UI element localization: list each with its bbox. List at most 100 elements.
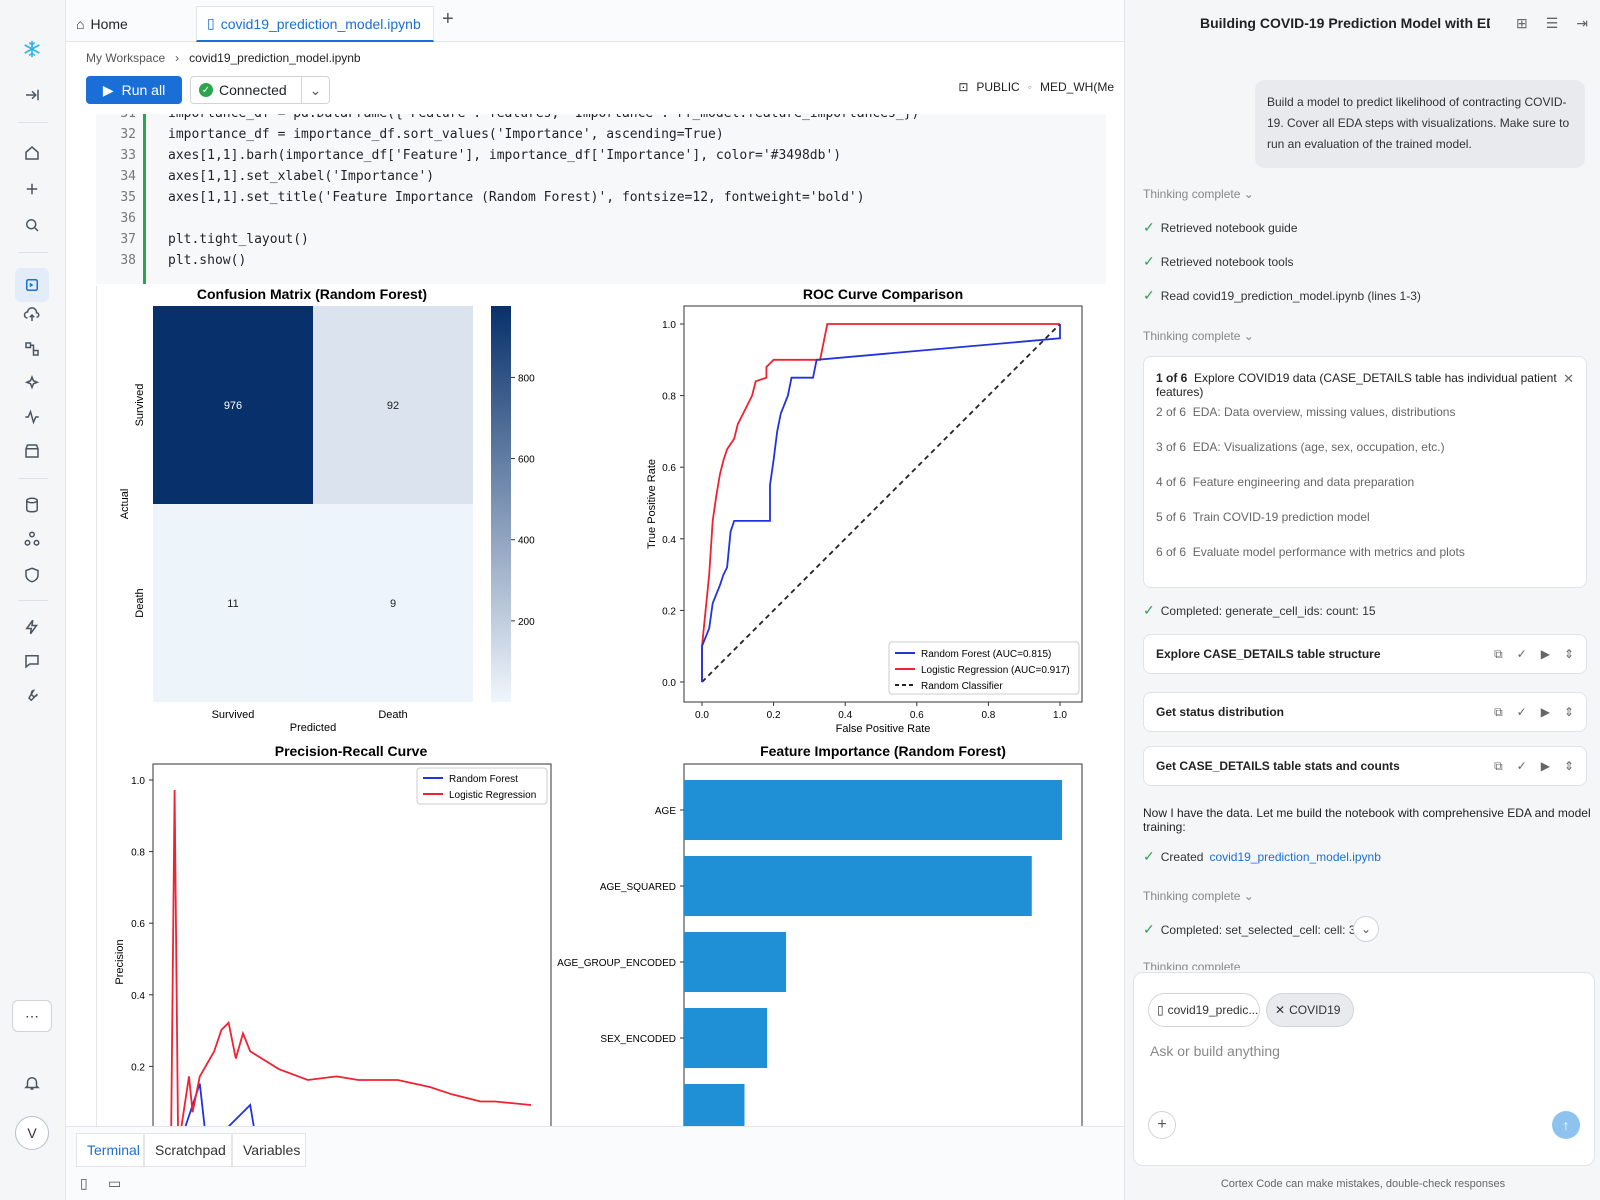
cell-action-row[interactable]: Get status distribution ⧉ ✓ ▶ ⇕ bbox=[1143, 692, 1587, 732]
context-chip-database[interactable]: ✕ COVID19 bbox=[1266, 993, 1354, 1027]
context-chip-notebook[interactable]: ▯ covid19_predic... bbox=[1148, 993, 1260, 1027]
breadcrumb-separator: › bbox=[175, 51, 180, 65]
run-icon[interactable]: ▶ bbox=[1540, 704, 1550, 719]
sidebar-toggle-icon[interactable]: ▯ bbox=[80, 1175, 88, 1191]
plan-step[interactable]: 2 of 6 EDA: Data overview, missing value… bbox=[1156, 405, 1455, 419]
tab-scratchpad[interactable]: Scratchpad bbox=[144, 1133, 232, 1167]
expand-icon[interactable]: ⇕ bbox=[1563, 758, 1574, 773]
panel-toggle-icon[interactable]: ▭ bbox=[108, 1175, 122, 1191]
check-icon: ✓ bbox=[1143, 287, 1155, 303]
cell-action-row[interactable]: Get CASE_DETAILS table stats and counts ⧉… bbox=[1143, 746, 1587, 786]
y-tick-label: AGE_GROUP_ENCODED bbox=[557, 958, 676, 969]
lightning-icon[interactable] bbox=[21, 616, 43, 638]
home-icon[interactable] bbox=[21, 142, 43, 164]
check-text: Retrieved notebook tools bbox=[1160, 254, 1294, 269]
chat-input[interactable]: Ask or build anything bbox=[1150, 1043, 1280, 1059]
copy-icon[interactable]: ⧉ bbox=[1494, 758, 1503, 773]
check-icon: ✓ bbox=[1516, 704, 1527, 719]
code-line: importance_df = pd.DataFrame({'Feature':… bbox=[168, 114, 919, 121]
line-number: 33 bbox=[120, 148, 136, 163]
connection-status-button[interactable]: ✓ Connected ⌄ bbox=[190, 76, 330, 104]
tab-notebook[interactable]: ▯ covid19_prediction_model.ipynb bbox=[196, 6, 434, 42]
tab-variables[interactable]: Variables bbox=[232, 1133, 306, 1167]
data-label: 11 bbox=[227, 598, 238, 610]
plan-step-num: 1 of 6 bbox=[1156, 371, 1188, 385]
check-item: ✓ Retrieved notebook tools bbox=[1143, 253, 1293, 270]
check-icon: ✓ bbox=[1516, 758, 1527, 773]
y-axis-label: True Positive Rate bbox=[646, 459, 658, 549]
snowflake-logo-icon[interactable] bbox=[21, 38, 43, 60]
thinking-toggle[interactable]: Thinking complete ⌄ bbox=[1143, 329, 1254, 343]
thinking-toggle[interactable]: Thinking complete ⌄ bbox=[1143, 187, 1254, 201]
new-chat-icon[interactable]: ⊞ bbox=[1515, 15, 1528, 31]
plan-step[interactable]: 5 of 6 Train COVID-19 prediction model bbox=[1156, 510, 1370, 524]
copy-icon[interactable]: ⧉ bbox=[1494, 646, 1503, 661]
assistant-panel: Building COVID-19 Prediction Model with … bbox=[1124, 0, 1600, 1200]
expand-icon[interactable]: ⇕ bbox=[1563, 704, 1574, 719]
collapse-panel-icon[interactable]: ⇥ bbox=[1576, 15, 1588, 31]
thinking-toggle[interactable]: Thinking complete ⌄ bbox=[1143, 889, 1254, 903]
code-line: axes[1,1].barh(importance_df['Feature'],… bbox=[168, 148, 842, 163]
new-tab-plus-icon[interactable]: + bbox=[442, 8, 454, 30]
plan-step[interactable]: 4 of 6 Feature engineering and data prep… bbox=[1156, 475, 1414, 489]
expand-icon[interactable]: ⇕ bbox=[1563, 646, 1574, 661]
home-icon: ⌂ bbox=[76, 16, 85, 32]
scroll-down-button[interactable]: ⌄ bbox=[1353, 916, 1379, 942]
monitoring-icon[interactable] bbox=[21, 406, 43, 428]
y-tick-label: Death bbox=[134, 588, 146, 617]
marketplace-icon[interactable] bbox=[21, 440, 43, 462]
chevron-down-icon[interactable]: ⌄ bbox=[301, 77, 329, 103]
run-icon[interactable]: ▶ bbox=[1540, 646, 1550, 661]
notebook-icon: ▯ bbox=[207, 15, 215, 31]
ai-ml-icon[interactable] bbox=[21, 372, 43, 394]
ingest-icon[interactable] bbox=[21, 304, 43, 326]
governance-shield-icon[interactable] bbox=[21, 564, 43, 586]
code-cell[interactable]: 31 importance_df = pd.DataFrame({'Feature… bbox=[96, 114, 1106, 284]
colorbar-tick-label: 600 bbox=[518, 455, 535, 466]
close-icon[interactable]: ✕ bbox=[1563, 371, 1574, 386]
bell-icon[interactable] bbox=[21, 1072, 43, 1094]
plan-step[interactable]: 6 of 6 Evaluate model performance with m… bbox=[1156, 545, 1465, 559]
left-rail: ⋯ V bbox=[0, 0, 66, 1200]
colorbar-tick-label: 400 bbox=[518, 536, 535, 547]
x-tick-label: Survived bbox=[212, 709, 255, 721]
admin-wrench-icon[interactable] bbox=[21, 684, 43, 706]
context-selector[interactable]: ⊡ PUBLIC ◦ MED_WH(Me bbox=[958, 80, 1114, 94]
sharing-icon[interactable] bbox=[21, 528, 43, 550]
cell-action-row[interactable]: Explore CASE_DETAILS table structure ⧉ ✓ ▶ ⇕ bbox=[1143, 634, 1587, 674]
legend-label: Logistic Regression bbox=[449, 790, 536, 801]
breadcrumb-root[interactable]: My Workspace bbox=[86, 51, 166, 65]
list-icon[interactable]: ☰ bbox=[1545, 15, 1559, 31]
tab-home[interactable]: ⌂ Home bbox=[66, 6, 192, 42]
cell-output: Confusion Matrix (Random Forest) 976 92 11 9… bbox=[96, 286, 1106, 1126]
send-arrow-icon[interactable]: ↑ bbox=[1552, 1111, 1580, 1139]
transform-icon[interactable] bbox=[21, 338, 43, 360]
expand-panel-icon[interactable] bbox=[21, 84, 43, 106]
run-all-button[interactable]: ▶ Run all bbox=[86, 76, 182, 104]
colorbar-tick-label: 200 bbox=[518, 617, 535, 628]
check-icon: ✓ bbox=[1516, 646, 1527, 661]
tab-terminal[interactable]: Terminal bbox=[76, 1133, 144, 1167]
plan-steps: ✕ 1 of 6 Explore COVID19 data (CASE_DETA… bbox=[1143, 356, 1587, 588]
remove-icon[interactable]: ✕ bbox=[1275, 1003, 1286, 1017]
assistant-message: Now I have the data. Let me build the no… bbox=[1143, 806, 1591, 834]
plan-step[interactable]: 1 of 6 Explore COVID19 data (CASE_DETAIL… bbox=[1156, 371, 1586, 399]
copy-icon[interactable]: ⧉ bbox=[1494, 704, 1503, 719]
database-icon[interactable] bbox=[21, 494, 43, 516]
attach-plus-button[interactable]: + bbox=[1148, 1111, 1176, 1139]
y-tick-label: Survived bbox=[134, 384, 146, 427]
search-icon[interactable] bbox=[21, 214, 43, 236]
line-number: 32 bbox=[120, 127, 136, 142]
avatar[interactable]: V bbox=[15, 1116, 49, 1150]
projects-icon[interactable] bbox=[15, 268, 49, 302]
y-tick-label: AGE bbox=[655, 806, 676, 817]
created-notebook-link[interactable]: covid19_prediction_model.ipynb bbox=[1209, 849, 1381, 864]
plan-step[interactable]: 3 of 6 EDA: Visualizations (age, sex, oc… bbox=[1156, 440, 1445, 454]
chat-support-icon[interactable] bbox=[21, 650, 43, 672]
more-options-button[interactable]: ⋯ bbox=[12, 1000, 52, 1032]
cell-action-label: Get status distribution bbox=[1156, 705, 1285, 719]
thinking-label: Thinking complete bbox=[1143, 889, 1241, 903]
plus-icon[interactable] bbox=[21, 178, 43, 200]
run-all-label: Run all bbox=[121, 82, 166, 98]
run-icon[interactable]: ▶ bbox=[1540, 758, 1550, 773]
